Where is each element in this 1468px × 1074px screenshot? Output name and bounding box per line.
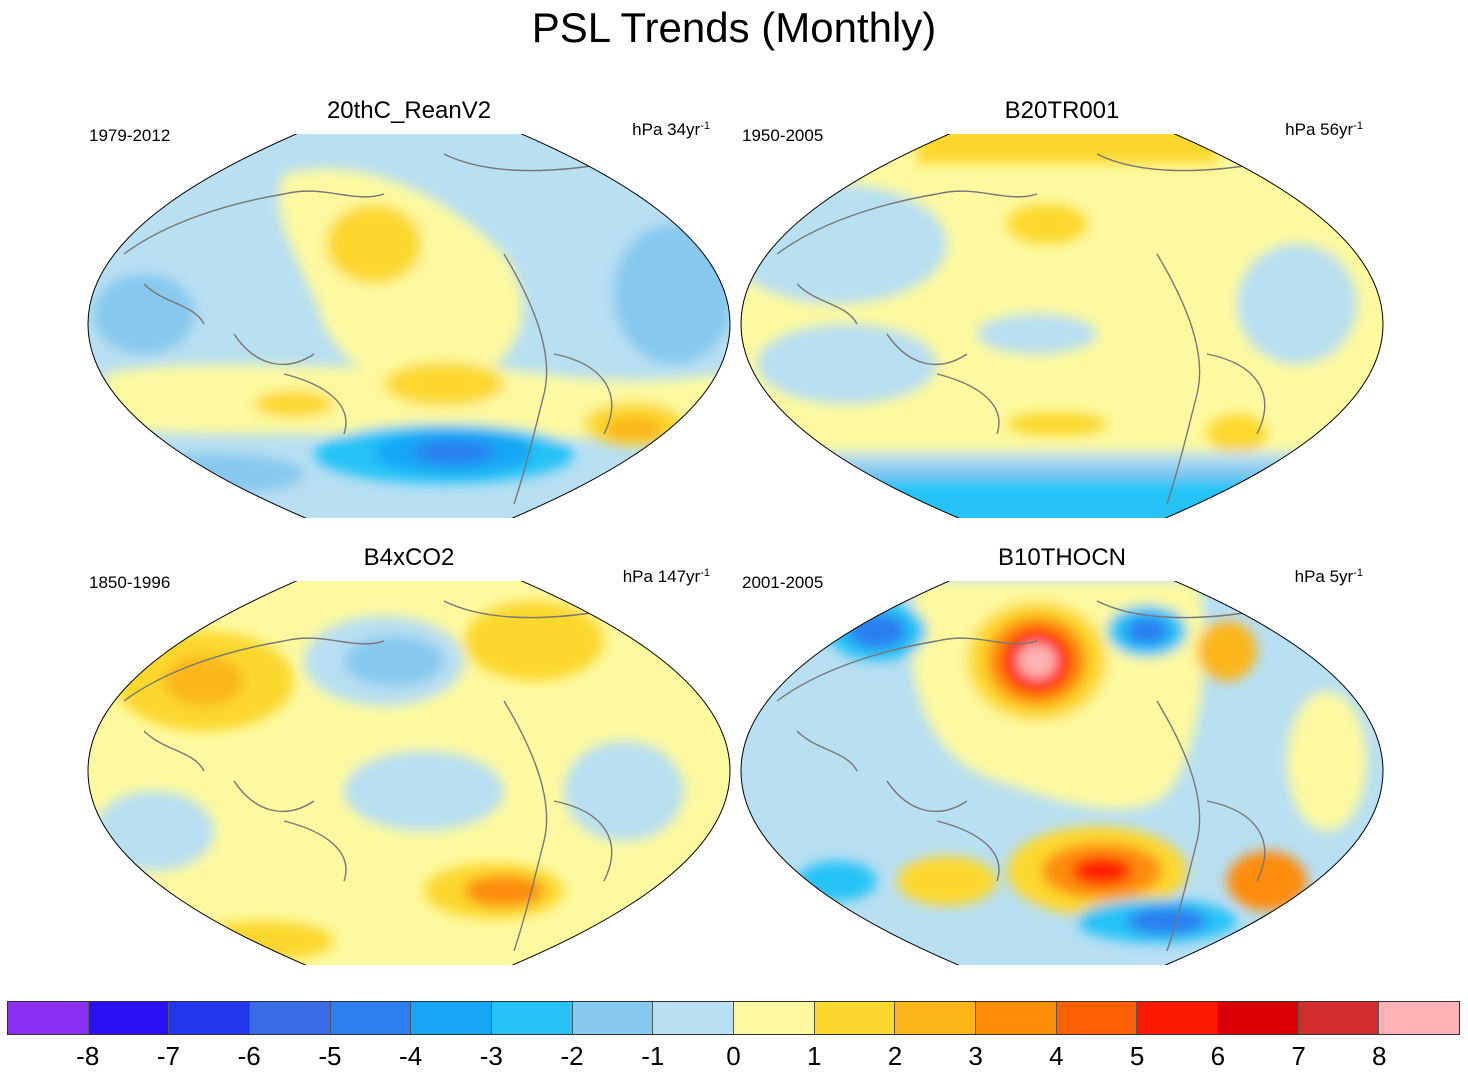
colorbar-swatch xyxy=(1298,1002,1380,1034)
colorbar-tick-label: 3 xyxy=(968,1041,983,1071)
colorbar-tick-label: 5 xyxy=(1129,1041,1145,1071)
panel-title: 20thC_ReanV2 xyxy=(326,97,492,124)
colorbar-tick-label: -7 xyxy=(156,1041,180,1071)
colorbar-swatch xyxy=(1379,1002,1460,1034)
psl-trend-map xyxy=(740,581,1384,965)
map-panel-b4xco2: B4xCO2 1850-1996 hPa 147yr-1 xyxy=(84,543,734,965)
panel-title: B10THOCN xyxy=(997,544,1127,571)
colorbar-swatch xyxy=(653,1002,735,1034)
colorbar-tick-label: -3 xyxy=(479,1041,503,1071)
colorbar-tick-label: 7 xyxy=(1291,1041,1306,1071)
colorbar-tick-label: 8 xyxy=(1372,1041,1387,1071)
figure-title: PSL Trends (Monthly) xyxy=(531,4,937,51)
colorbar-swatch xyxy=(330,1002,412,1034)
colorbar-tick-label: -2 xyxy=(560,1041,584,1071)
panel-period: 1950-2005 xyxy=(742,126,824,145)
colorbar-swatch xyxy=(411,1002,493,1034)
colorbar-tick-label: 1 xyxy=(806,1041,822,1071)
colorbar-swatch xyxy=(492,1002,573,1034)
colorbar-swatch xyxy=(1056,1002,1138,1034)
colorbar-swatch xyxy=(8,1002,89,1034)
colorbar-tick-label: 0 xyxy=(726,1041,741,1071)
colorbar-swatch xyxy=(895,1002,977,1034)
map-panel-b20tr001: B20TR001 1950-2005 hPa 56yr-1 xyxy=(737,96,1387,518)
panel-period: 2001-2005 xyxy=(742,573,824,592)
panel-title: B4xCO2 xyxy=(363,544,455,571)
panel-units: hPa 147yr-1 xyxy=(622,567,710,586)
panel-title: B20TR001 xyxy=(1004,97,1120,124)
colorbar-swatch xyxy=(250,1002,331,1034)
colorbar-tick-label: -1 xyxy=(641,1041,665,1071)
colorbar-swatch xyxy=(169,1002,251,1034)
colorbar-tick-label: -6 xyxy=(237,1041,261,1071)
colorbar-swatch xyxy=(976,1002,1057,1034)
panel-units: hPa 34yr-1 xyxy=(632,120,710,139)
colorbar-tick-label: 4 xyxy=(1049,1041,1064,1071)
colorbar-tick-label: -8 xyxy=(76,1041,100,1071)
colorbar-swatch xyxy=(734,1002,815,1034)
colorbar-swatch xyxy=(1218,1002,1299,1034)
colorbar-tick-label: -4 xyxy=(399,1041,423,1071)
panel-units: hPa 56yr-1 xyxy=(1285,120,1363,139)
colorbar-tick-label: 6 xyxy=(1210,1041,1226,1071)
psl-trend-map xyxy=(740,134,1384,518)
psl-trend-map xyxy=(87,134,731,518)
colorbar xyxy=(7,1001,1460,1035)
map-panel-20thc-reanv2: 20thC_ReanV2 1979-2012 hPa 34yr-1 xyxy=(84,96,734,518)
panel-period: 1850-1996 xyxy=(89,573,171,592)
panel-units: hPa 5yr-1 xyxy=(1294,567,1363,586)
colorbar-swatch xyxy=(1137,1002,1219,1034)
colorbar-swatch xyxy=(88,1002,170,1034)
colorbar-swatch xyxy=(814,1002,896,1034)
map-panel-b10thocn: B10THOCN 2001-2005 hPa 5yr-1 xyxy=(737,543,1387,965)
colorbar-tick-label: 2 xyxy=(887,1041,903,1071)
psl-trend-map xyxy=(87,581,731,965)
colorbar-tick-label: -5 xyxy=(318,1041,342,1071)
colorbar-swatch xyxy=(572,1002,654,1034)
panel-period: 1979-2012 xyxy=(89,126,171,145)
